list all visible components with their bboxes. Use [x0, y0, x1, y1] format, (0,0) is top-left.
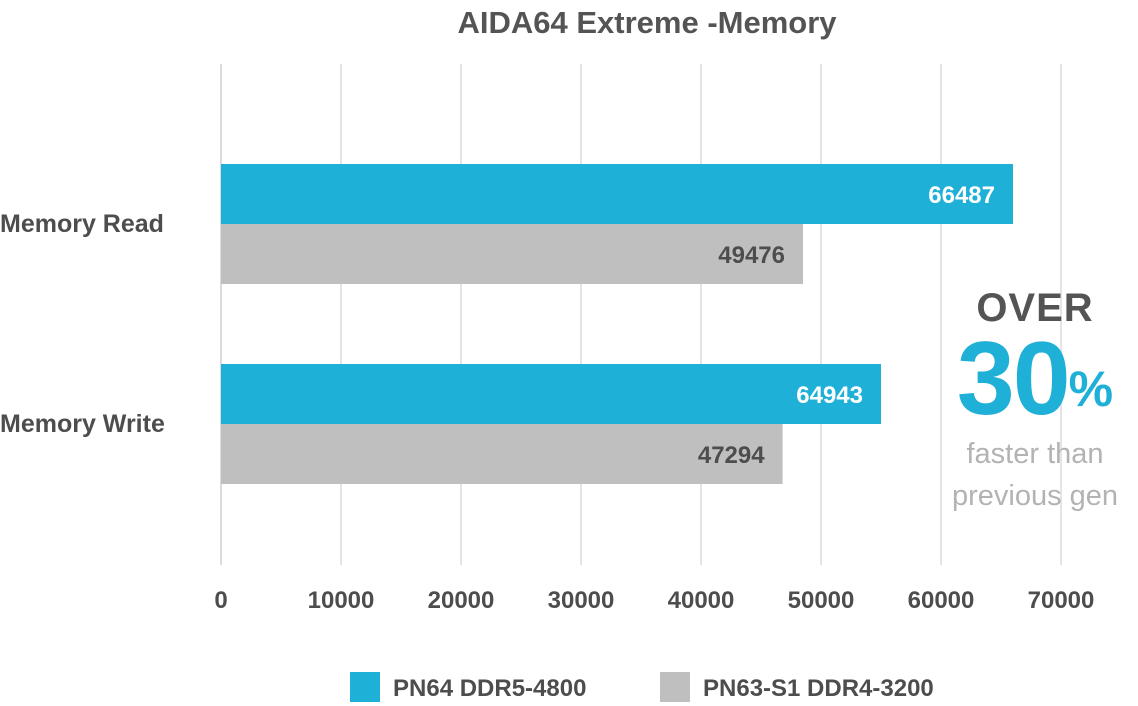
- x-tick-label-50000: 50000: [788, 587, 855, 614]
- category-label-memory-write: Memory Write: [0, 410, 165, 438]
- chart-title: AIDA64 Extreme -Memory: [457, 5, 837, 40]
- x-tick-label-10000: 10000: [308, 587, 375, 614]
- callout-subtext-2: previous gen: [951, 480, 1119, 512]
- x-tick-label-40000: 40000: [668, 587, 735, 614]
- x-tick-label-60000: 60000: [908, 587, 975, 614]
- callout-number: 30: [956, 321, 1071, 437]
- data-label-memory-read-series-0: 66487: [928, 182, 995, 209]
- callout-over-text: OVER: [976, 286, 1094, 330]
- callout-percent-sign: %: [1068, 361, 1114, 417]
- data-label-memory-write-series-0: 64943: [796, 382, 863, 409]
- data-label-memory-read-series-1: 49476: [718, 242, 785, 269]
- callout-subtext-1: faster than: [966, 438, 1104, 470]
- bar-memory-read-series-1: [221, 224, 803, 284]
- data-label-memory-write-series-1: 47294: [698, 442, 765, 469]
- x-tick-label-0: 0: [214, 587, 227, 614]
- bar-memory-write-series-0: [221, 364, 881, 424]
- legend-label-1: PN63-S1 DDR4-3200: [703, 675, 934, 702]
- legend-swatch-0: [350, 672, 380, 702]
- bar-memory-read-series-0: [221, 164, 1013, 224]
- category-label-memory-read: Memory Read: [0, 210, 164, 238]
- legend-swatch-1: [660, 672, 690, 702]
- performance-callout: OVER 30% faster than previous gen: [930, 286, 1138, 515]
- x-tick-label-30000: 30000: [548, 587, 615, 614]
- bar-memory-write-series-1: [221, 424, 783, 484]
- x-tick-label-70000: 70000: [1028, 587, 1095, 614]
- callout-percentage: 30%: [930, 327, 1138, 431]
- legend-label-0: PN64 DDR5-4800: [393, 675, 586, 702]
- x-tick-label-20000: 20000: [428, 587, 495, 614]
